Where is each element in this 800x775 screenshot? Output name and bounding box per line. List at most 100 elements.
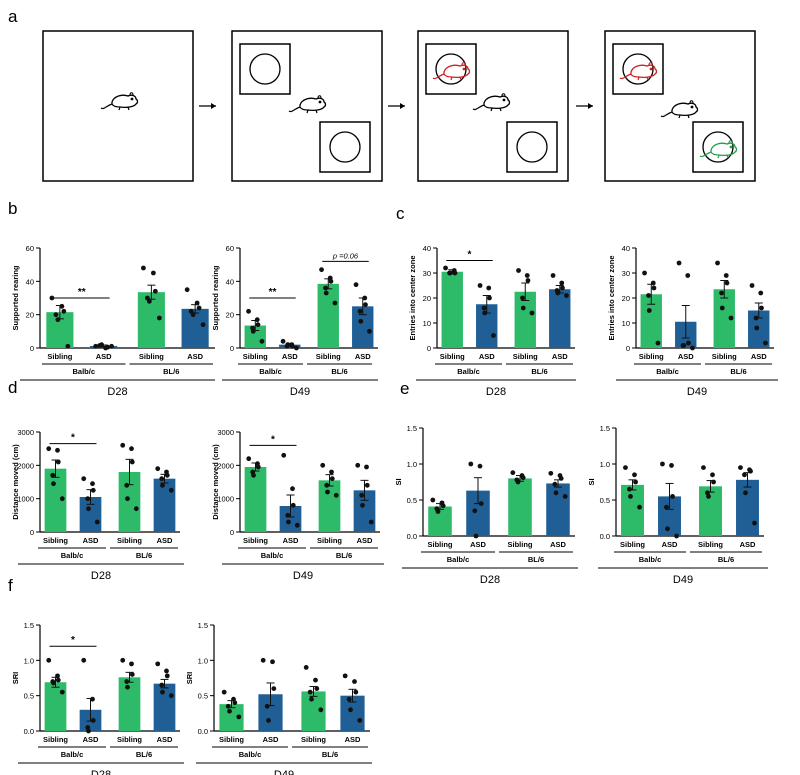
data-point bbox=[90, 487, 96, 493]
data-point bbox=[309, 696, 314, 702]
rat-icon bbox=[472, 93, 511, 112]
y-tick-label: 20 bbox=[423, 294, 431, 303]
data-point bbox=[164, 472, 170, 478]
data-point bbox=[357, 308, 363, 314]
timepoint-label: D49 bbox=[673, 574, 693, 586]
bar-sibling bbox=[441, 271, 463, 348]
timepoint-label: D28 bbox=[91, 769, 111, 775]
data-point bbox=[285, 342, 291, 348]
panel-label-d: d bbox=[8, 378, 17, 397]
enclosure-icon bbox=[319, 121, 371, 173]
data-point bbox=[632, 472, 637, 478]
data-point bbox=[651, 285, 657, 291]
x-tick-label: ASD bbox=[678, 352, 694, 361]
data-point bbox=[516, 268, 521, 273]
data-point bbox=[160, 482, 165, 488]
group-label: Balb/c bbox=[447, 555, 470, 564]
data-point bbox=[323, 285, 328, 291]
y-tick-label: 0 bbox=[230, 528, 234, 537]
y-tick-label: 30 bbox=[423, 269, 431, 278]
data-point bbox=[670, 494, 675, 499]
data-point bbox=[674, 533, 679, 539]
data-point bbox=[270, 659, 275, 665]
y-tick-label: 30 bbox=[622, 269, 630, 278]
bar-asd bbox=[736, 479, 759, 536]
enclosure-icon bbox=[239, 43, 291, 95]
group-label: Balb/c bbox=[656, 367, 679, 376]
y-axis-label: Supported rearing bbox=[11, 265, 20, 330]
data-point bbox=[650, 280, 656, 286]
data-point bbox=[559, 280, 565, 286]
significance-label: * bbox=[468, 250, 472, 261]
x-tick-label: ASD bbox=[479, 352, 495, 361]
data-point bbox=[758, 290, 764, 296]
data-point bbox=[646, 293, 651, 298]
data-point bbox=[328, 278, 334, 284]
data-point bbox=[664, 504, 669, 510]
data-point bbox=[86, 728, 91, 734]
data-point bbox=[184, 287, 190, 293]
data-point bbox=[99, 342, 105, 348]
data-point bbox=[342, 673, 348, 679]
y-axis-label: SI bbox=[394, 478, 403, 485]
data-point bbox=[473, 533, 479, 539]
data-point bbox=[525, 278, 531, 283]
data-point bbox=[93, 343, 99, 349]
data-point bbox=[553, 490, 559, 496]
y-tick-label: 40 bbox=[26, 277, 34, 286]
data-point bbox=[255, 464, 261, 470]
timepoint-label: D28 bbox=[91, 570, 111, 582]
data-point bbox=[472, 508, 478, 514]
y-tick-label: 0.0 bbox=[407, 532, 417, 541]
data-point bbox=[359, 492, 365, 498]
data-point bbox=[623, 465, 628, 470]
bar-asd bbox=[546, 483, 570, 536]
significance-label: p =0.06 bbox=[332, 251, 359, 260]
y-tick-label: 1.5 bbox=[600, 424, 610, 433]
group-label: Balb/c bbox=[457, 367, 480, 376]
group-label: BL/6 bbox=[336, 551, 352, 560]
y-tick-label: 0.0 bbox=[600, 532, 610, 541]
bar-sibling bbox=[118, 472, 141, 532]
y-tick-label: 1.0 bbox=[198, 656, 208, 665]
group-label: BL/6 bbox=[730, 367, 746, 376]
rat-icon bbox=[288, 95, 327, 114]
data-point bbox=[329, 469, 334, 475]
x-tick-label: ASD bbox=[157, 536, 173, 545]
chart-b_d49: 0 20 40 60 Supported rearing Sibling ASD Siblin… bbox=[211, 244, 378, 398]
x-tick-label: Sibling bbox=[428, 540, 453, 549]
data-point bbox=[51, 481, 56, 487]
data-point bbox=[120, 442, 126, 448]
data-point bbox=[290, 486, 295, 492]
data-point bbox=[353, 282, 359, 288]
x-tick-label: Sibling bbox=[219, 735, 244, 744]
data-point bbox=[51, 680, 56, 686]
group-label: Balb/c bbox=[61, 551, 84, 560]
y-tick-label: 10 bbox=[622, 319, 630, 328]
data-point bbox=[705, 490, 710, 496]
data-point bbox=[81, 657, 87, 663]
y-tick-label: 2000 bbox=[17, 461, 34, 470]
data-point bbox=[367, 328, 372, 334]
data-point bbox=[190, 312, 196, 318]
panel-label-a: a bbox=[8, 7, 18, 26]
data-point bbox=[46, 657, 52, 663]
group-label: BL/6 bbox=[718, 555, 734, 564]
data-point bbox=[510, 470, 516, 476]
enclosure-icon bbox=[425, 43, 477, 95]
bar-sibling bbox=[317, 283, 339, 348]
panel-label-f: f bbox=[8, 576, 13, 595]
data-point bbox=[250, 328, 256, 334]
data-point bbox=[168, 487, 174, 493]
data-point bbox=[706, 494, 711, 499]
y-axis-label: Supported rearing bbox=[211, 265, 220, 330]
group-label: Balb/c bbox=[61, 750, 84, 759]
data-point bbox=[129, 661, 134, 667]
data-point bbox=[324, 482, 330, 488]
panel-label-c: c bbox=[396, 204, 405, 223]
rat-icon bbox=[660, 100, 699, 119]
